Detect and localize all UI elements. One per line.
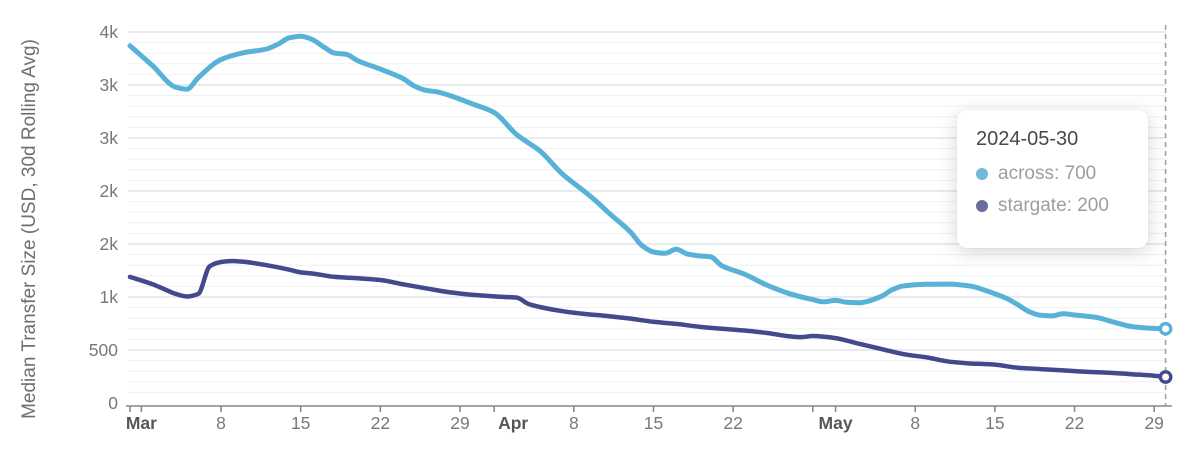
x-tick-label: Mar [126, 413, 157, 433]
x-tick-label: 8 [216, 413, 226, 433]
tooltip-stargate-value: stargate: 200 [998, 195, 1109, 216]
stargate-series-dot-icon [976, 200, 988, 212]
y-tick-label: 2k [100, 181, 119, 201]
x-tick-label: 22 [1065, 413, 1084, 433]
x-axis: Mar 8 15 22 29 Apr 8 15 22 May 8 15 22 29 [126, 405, 1172, 433]
across-end-marker [1158, 321, 1173, 336]
y-tick-label: 2k [100, 234, 119, 254]
x-tick-label: 22 [723, 413, 742, 433]
y-tick-label: 0 [108, 393, 118, 413]
x-tick-label: 29 [450, 413, 469, 433]
tooltip-row-stargate: stargate: 200 [976, 195, 1130, 217]
y-tick-label: 1k [100, 287, 119, 307]
y-tick-label: 3k [100, 128, 119, 148]
y-tick-label: 500 [89, 340, 118, 360]
x-tick-label: 22 [371, 413, 390, 433]
tooltip: 2024-05-30 across: 700 stargate: 200 [957, 110, 1148, 248]
x-tick-label: 8 [569, 413, 579, 433]
y-tick-label: 3k [100, 75, 119, 95]
across-series-dot-icon [976, 168, 988, 180]
y-tick-label: 4k [100, 22, 119, 42]
x-tick-label: May [819, 413, 853, 433]
x-tick-label: 15 [291, 413, 310, 433]
x-tick-label: 29 [1144, 413, 1163, 433]
x-tick-label: Apr [498, 413, 528, 433]
x-tick-label: 15 [985, 413, 1004, 433]
tooltip-date: 2024-05-30 [976, 128, 1079, 150]
x-tick-label: 8 [910, 413, 920, 433]
stargate-line [127, 258, 1168, 380]
x-tick-label: 15 [644, 413, 663, 433]
across-line [127, 33, 1169, 332]
tooltip-row-across: across: 700 [976, 163, 1130, 185]
y-axis: 0 500 1k 2k 2k 3k 3k 4k [89, 22, 118, 413]
tooltip-across-value: across: 700 [998, 163, 1097, 184]
stargate-end-marker [1158, 370, 1173, 384]
